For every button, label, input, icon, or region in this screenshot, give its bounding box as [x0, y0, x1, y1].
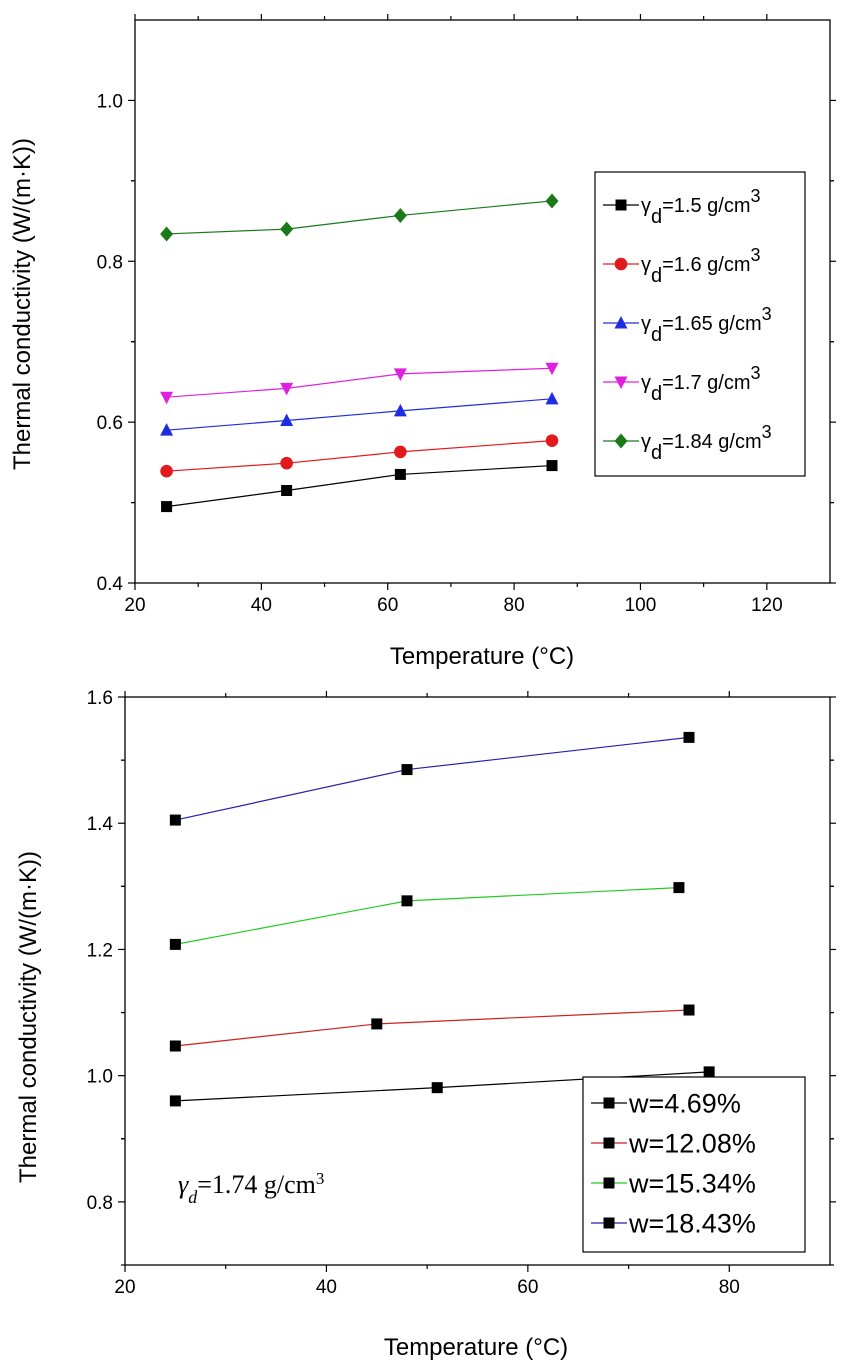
- x-tick-label: 80: [719, 1277, 740, 1298]
- plot-frame: 20 40 60 80 0.8 1.0 1.2 1.4 1.6: [87, 688, 836, 1298]
- legend-label-d-1-5-g-cm3: γd=1.5 g/cm3: [641, 186, 761, 228]
- x-tick-label: 60: [377, 595, 398, 616]
- y-tick-label: 1.6: [87, 688, 113, 709]
- y-tick-label: 0.6: [97, 413, 123, 434]
- data-point-w-12-08: [169, 1040, 181, 1052]
- y-tick-label: 1.4: [87, 814, 114, 835]
- series-line-w-15-34: [175, 886, 679, 945]
- data-point-w-12-08: [683, 1004, 695, 1016]
- legend: w=4.69% w=12.08% w=15.34% w=18.43%: [582, 1076, 806, 1253]
- data-point-d-1-84-g-cm3: [160, 226, 174, 242]
- legend-marker: [614, 376, 628, 389]
- data-point-w-4-69: [703, 1066, 715, 1078]
- x-tick-label: 120: [751, 595, 783, 616]
- y-axis-title: Thermal conductivity (W/(m·K)): [9, 138, 36, 470]
- legend-marker: [614, 257, 628, 271]
- series-line-d-1-65-g-cm3: [166, 398, 553, 431]
- data-point-d-1-65-g-cm3: [280, 413, 294, 427]
- x-tick-label: 100: [625, 595, 657, 616]
- x-axis-title: Temperature (°C): [384, 1334, 568, 1361]
- data-point-d-1-65-g-cm3: [545, 391, 559, 405]
- legend-label-d-1-7-g-cm3: γd=1.7 g/cm3: [641, 363, 761, 405]
- data-point-d-1-7-g-cm3: [280, 382, 294, 396]
- data-point-d-1-5-g-cm3: [394, 468, 406, 480]
- y-tick-label: 1.0: [87, 1067, 113, 1088]
- legend-marker: [603, 1217, 615, 1229]
- data-point-w-15-34: [169, 938, 181, 950]
- series-line-d-1-84-g-cm3: [166, 200, 553, 235]
- plot-frame: 20 40 60 80 100 120 0.4 0.6 0.8 1.0: [97, 14, 836, 616]
- series-line-d-1-5-g-cm3: [166, 464, 553, 508]
- legend-box: [594, 171, 806, 477]
- data-point-d-1-6-g-cm3: [160, 464, 173, 478]
- x-axis-title: Temperature (°C): [390, 643, 574, 670]
- data-point-w-4-69: [169, 1095, 181, 1107]
- data-point-w-18-43: [683, 731, 695, 743]
- data-point-w-4-69: [431, 1082, 443, 1094]
- data-point-d-1-84-g-cm3: [280, 221, 294, 237]
- data-point-d-1-7-g-cm3: [160, 391, 174, 405]
- data-point-d-1-65-g-cm3: [160, 423, 174, 436]
- data-point-d-1-7-g-cm3: [545, 362, 559, 376]
- data-point-d-1-5-g-cm3: [281, 485, 293, 497]
- data-point-d-1-6-g-cm3: [394, 445, 407, 459]
- data-point-d-1-84-g-cm3: [393, 207, 407, 223]
- data-point-w-18-43: [401, 764, 413, 776]
- legend-label-w-15-34: w=15.34%: [628, 1168, 756, 1198]
- legend-label-w-4-69: w=4.69%: [628, 1088, 741, 1118]
- y-axis-title: Thermal conductivity (W/(m·K)): [15, 851, 42, 1183]
- x-tick-label: 40: [316, 1277, 337, 1298]
- x-tick-label: 80: [504, 595, 525, 616]
- data-point-w-15-34: [401, 895, 413, 907]
- data-point-d-1-7-g-cm3: [393, 368, 407, 381]
- legend-label-w-18-43: w=18.43%: [628, 1208, 756, 1238]
- x-tick-label: 60: [517, 1277, 538, 1298]
- y-tick-label: 0.4: [97, 574, 124, 595]
- series-line-w-12-08: [175, 1009, 690, 1047]
- y-tick-label: 1.2: [87, 940, 113, 961]
- legend-label-d-1-65-g-cm3: γd=1.65 g/cm3: [641, 304, 772, 346]
- data-point-w-12-08: [371, 1018, 383, 1030]
- legend: γd=1.5 g/cm3 γd=1.6 g/cm3 γd=1.65 g/cm3 γd=…: [594, 171, 806, 477]
- legend-label-w-12-08: w=12.08%: [628, 1128, 756, 1158]
- data-point-d-1-84-g-cm3: [545, 193, 559, 209]
- dry-density-annotation: γd=1.74 g/cm3: [178, 1169, 324, 1208]
- data-point-d-1-5-g-cm3: [546, 460, 558, 472]
- y-tick-label: 0.8: [87, 1193, 113, 1214]
- plot-border: [134, 19, 831, 584]
- plot-border: [124, 696, 831, 1266]
- data-point-w-18-43: [169, 814, 181, 826]
- legend-marker: [603, 1097, 615, 1109]
- series-line-d-1-7-g-cm3: [166, 367, 553, 398]
- legend-marker: [614, 433, 628, 449]
- legend-label-d-1-84-g-cm3: γd=1.84 g/cm3: [641, 422, 772, 464]
- chart-bottom: 20 40 60 800.81.01.21.41.6 w=4.69%w=12.08%w…: [15, 688, 836, 1361]
- y-tick-label: 1.0: [97, 91, 123, 112]
- series-layer: [169, 731, 715, 1107]
- y-tick-label: 0.8: [97, 252, 123, 273]
- x-tick-label: 20: [124, 595, 145, 616]
- legend-marker: [603, 1177, 615, 1189]
- legend-marker: [603, 1137, 615, 1149]
- data-point-w-15-34: [673, 882, 685, 894]
- series-line-w-18-43: [175, 736, 690, 821]
- legend-marker: [614, 316, 628, 329]
- legend-label-d-1-6-g-cm3: γd=1.6 g/cm3: [641, 245, 761, 287]
- data-point-d-1-6-g-cm3: [545, 434, 559, 447]
- data-point-d-1-6-g-cm3: [280, 456, 293, 470]
- data-point-d-1-5-g-cm3: [161, 501, 173, 513]
- series-layer: [160, 193, 559, 513]
- x-tick-label: 20: [114, 1277, 135, 1298]
- legend-marker: [615, 199, 627, 211]
- data-point-d-1-65-g-cm3: [393, 403, 407, 417]
- series-line-d-1-6-g-cm3: [166, 440, 553, 472]
- x-tick-label: 40: [251, 595, 272, 616]
